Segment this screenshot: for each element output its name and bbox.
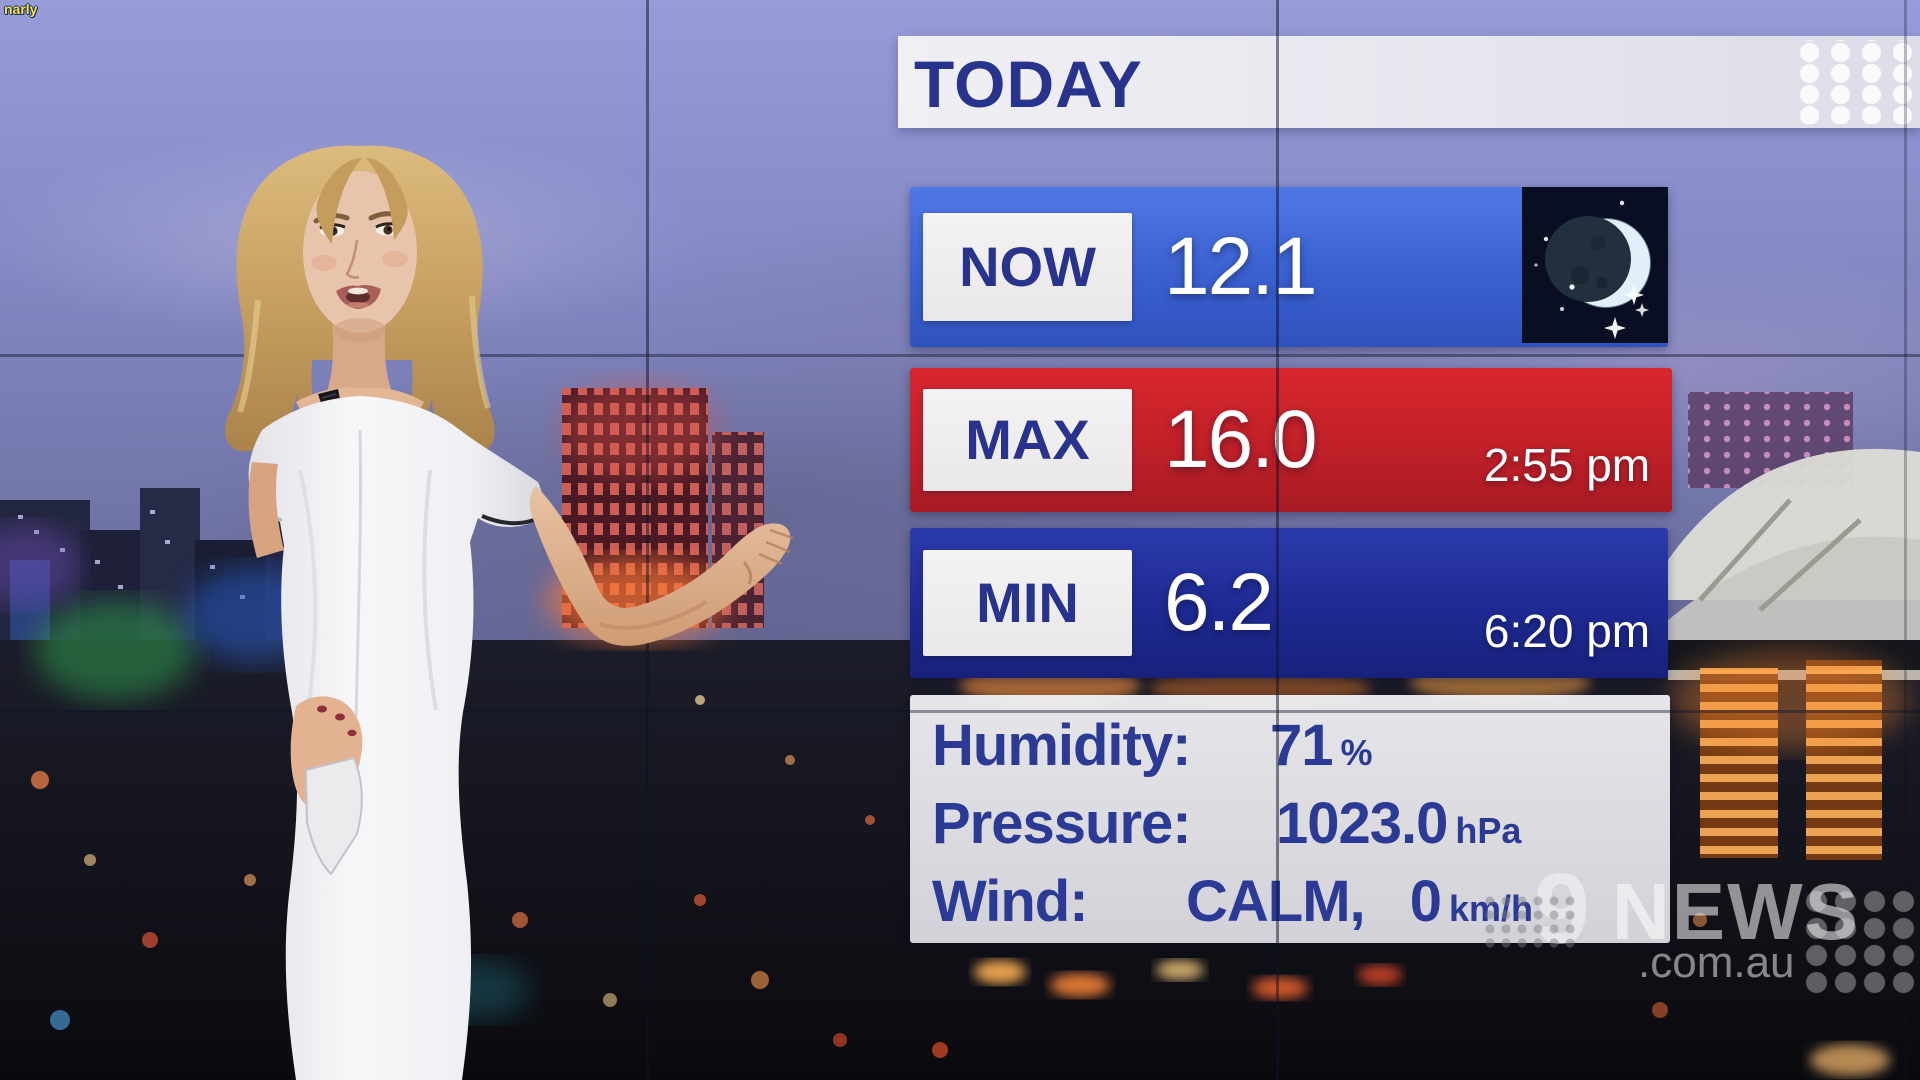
today-title: TODAY [914,47,1143,121]
traffic-lights [974,960,1890,1076]
wind-row: Wind: CALM, 0 km/h [910,863,1670,941]
wind-label: Wind: [932,869,1089,934]
min-label: MIN [923,550,1132,656]
stadium-lattice-towers [1670,650,1910,860]
humidity-value: 71% [1270,713,1373,778]
max-label: MAX [923,389,1132,491]
wind-value: CALM, 0 km/h [1186,869,1534,934]
pressure-label: Pressure: [932,791,1192,856]
pressure-unit: hPa [1455,810,1522,851]
video-wall-seam-vertical-1 [646,0,649,1080]
presenter-right-arm [529,486,791,646]
humidity-row: Humidity: 71% [910,707,1670,785]
video-wall-seam-vertical-3 [1904,0,1907,1080]
weather-details-panel: Humidity: 71% Pressure: 1023.0 hPa Wind: … [910,695,1670,943]
weather-presenter [225,145,794,1080]
max-time: 2:55 pm [1483,439,1651,491]
pressure-row: Pressure: 1023.0 hPa [910,785,1670,863]
dot-pattern-decoration [1790,40,1918,124]
now-label: NOW [923,213,1132,321]
max-temperature-value: 16.0 [1164,394,1318,485]
min-temperature-value: 6.2 [1164,557,1274,648]
presenter-dress [248,396,543,1080]
crescent-moon-icon [1522,187,1668,343]
humidity-unit: % [1340,732,1373,773]
presenter-neck [326,310,392,405]
max-temperature-bar: MAX 16.0 2:55 pm [910,368,1672,512]
video-wall-seam-horizontal-2 [0,710,1920,713]
presenter-clicker-remote [304,756,363,876]
video-wall-seam-horizontal-1 [0,354,1920,357]
now-temperature-bar: NOW 12.1 [910,187,1668,347]
wind-unit: km/h [1449,888,1534,929]
today-header-bar: TODAY [898,36,1920,128]
min-temperature-bar: MIN 6.2 6:20 pm [910,528,1668,678]
humidity-label: Humidity: [932,713,1191,778]
min-time: 6:20 pm [1483,605,1651,657]
corner-caption: narly [4,1,38,17]
pressure-value: 1023.0 hPa [1276,791,1522,856]
now-temperature-value: 12.1 [1164,221,1318,312]
video-wall-seam-vertical-2 [1276,0,1279,1080]
